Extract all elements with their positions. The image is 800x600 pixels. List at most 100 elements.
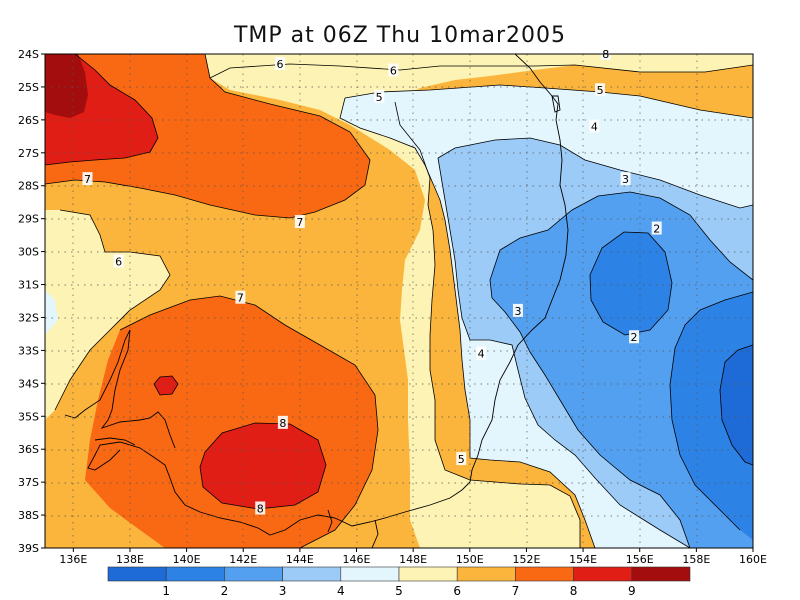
colorbar-swatch xyxy=(631,566,691,582)
lat-tick-label: 27S xyxy=(18,147,39,160)
lon-tick-label: 148E xyxy=(399,553,427,566)
contour-label: 2 xyxy=(653,223,660,236)
contour-label: 8 xyxy=(257,502,264,515)
lat-tick-label: 38S xyxy=(18,509,39,522)
lon-tick-label: 144E xyxy=(286,553,314,566)
contour-label-bg xyxy=(629,330,640,344)
colorbar-swatch xyxy=(456,566,516,582)
lat-tick-label: 36S xyxy=(18,443,39,456)
field-8-9-sw xyxy=(200,423,326,509)
latitude-axis: 24S 25S 26S 27S 28S 29S 30S 31S 32S 33S 34S 35S 36S 3… xyxy=(18,48,45,555)
colorbar-swatch xyxy=(165,566,225,582)
contour-label-bg xyxy=(235,290,246,304)
graticule xyxy=(45,54,753,548)
colorbar: 1 2 3 4 5 6 7 8 9 xyxy=(107,566,691,598)
colorbar-swatch xyxy=(515,566,574,582)
lat-tick-label: 34S xyxy=(18,377,39,390)
contour-label: 6 xyxy=(390,64,397,77)
lat-tick-label: 25S xyxy=(18,81,39,94)
contour-label-bg xyxy=(113,254,124,268)
colorbar-label: 7 xyxy=(512,584,520,598)
colorbar-label: 6 xyxy=(453,584,461,598)
longitude-axis: 136E 138E 140E 142E 144E 146E 148E 150E 152E 154E… xyxy=(59,548,767,566)
lat-tick-label: 24S xyxy=(18,48,39,61)
field-5-6-west xyxy=(45,210,170,420)
contour-label-bg xyxy=(374,89,385,103)
contour-label-bg xyxy=(82,172,93,186)
contour-label-bg xyxy=(275,56,286,70)
contour-label: 7 xyxy=(84,173,91,186)
lon-tick-label: 146E xyxy=(343,553,371,566)
lon-tick-label: 136E xyxy=(59,553,87,566)
contour-label: 2 xyxy=(631,331,638,344)
colorbar-swatch xyxy=(107,566,167,582)
temperature-field xyxy=(45,54,753,548)
colorbar-label: 9 xyxy=(628,584,636,598)
contour-label: 7 xyxy=(296,216,303,229)
field-4-5-west xyxy=(45,290,58,335)
lat-tick-label: 37S xyxy=(18,476,39,489)
lat-tick-label: 28S xyxy=(18,180,39,193)
contour-label: 6 xyxy=(115,255,122,268)
contour-label-bg xyxy=(456,452,467,466)
lon-tick-label: 160E xyxy=(739,553,767,566)
field-1-2-east xyxy=(670,292,753,540)
contour-label: 8 xyxy=(279,417,286,430)
field-1-2-blob xyxy=(590,232,672,335)
colorbar-label: 8 xyxy=(570,584,578,598)
contour-label-bg xyxy=(589,119,600,133)
colorbar-label: 2 xyxy=(221,584,229,598)
colorbar-label: 3 xyxy=(279,584,287,598)
contour-label: 5 xyxy=(597,84,604,97)
contour-label: 3 xyxy=(622,173,629,186)
field-9-nw xyxy=(45,54,88,118)
contour-label: 4 xyxy=(478,348,485,361)
lat-tick-label: 32S xyxy=(18,311,39,324)
contour-label-bg xyxy=(388,63,399,77)
colorbar-swatch xyxy=(340,566,400,582)
lon-tick-label: 156E xyxy=(626,553,654,566)
contour-label: 4 xyxy=(591,120,598,133)
contour-label: 5 xyxy=(458,453,465,466)
contour-label-bg xyxy=(255,501,266,515)
contour-label-bg xyxy=(595,83,606,97)
colorbar-swatch xyxy=(573,566,633,582)
lon-tick-label: 154E xyxy=(569,553,597,566)
field-8-9-small xyxy=(154,376,178,395)
contour-label-bg xyxy=(620,172,631,186)
lon-tick-label: 142E xyxy=(229,553,257,566)
contour-label-bg xyxy=(476,346,487,360)
colorbar-swatch xyxy=(398,566,458,582)
lat-tick-label: 31S xyxy=(18,279,39,292)
contour-label: 7 xyxy=(237,292,244,305)
coastline xyxy=(64,54,569,548)
lon-tick-label: 140E xyxy=(173,553,201,566)
colorbar-label: 4 xyxy=(337,584,345,598)
lat-tick-label: 35S xyxy=(18,410,39,423)
lon-tick-label: 150E xyxy=(456,553,484,566)
lon-tick-label: 138E xyxy=(116,553,144,566)
contour-label-bg xyxy=(651,221,662,235)
contour-label: 5 xyxy=(376,91,383,104)
lat-tick-label: 29S xyxy=(18,213,39,226)
lat-tick-label: 33S xyxy=(18,344,39,357)
lat-tick-label: 30S xyxy=(18,246,39,259)
lat-tick-label: 39S xyxy=(18,542,39,555)
lat-tick-label: 26S xyxy=(18,114,39,127)
contour-label: 3 xyxy=(514,305,521,318)
map-frame xyxy=(44,53,754,549)
contour-label-bg xyxy=(512,303,523,317)
colorbar-swatch xyxy=(282,566,342,582)
contour-lines xyxy=(45,54,753,548)
colorbar-label: 1 xyxy=(162,584,170,598)
contour-label: 6 xyxy=(277,58,284,71)
lon-tick-label: 152E xyxy=(512,553,540,566)
lon-tick-label: 158E xyxy=(682,553,710,566)
map-title: TMP at 06Z Thu 10mar2005 xyxy=(233,23,566,48)
contour-label-bg xyxy=(277,415,288,429)
contour-label-bg xyxy=(294,214,305,228)
colorbar-swatch xyxy=(224,566,283,582)
colorbar-label: 5 xyxy=(395,584,403,598)
